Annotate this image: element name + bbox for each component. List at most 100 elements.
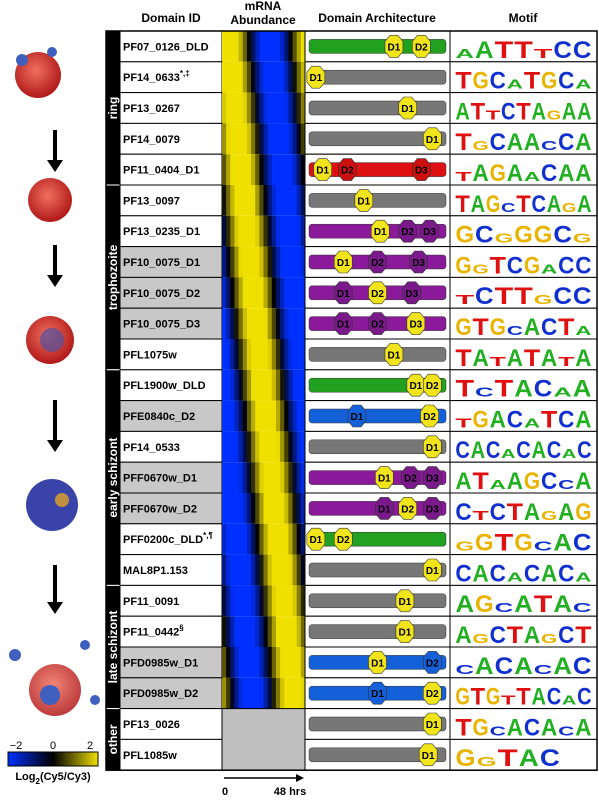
- heat-cell: [275, 462, 281, 493]
- heat-cell: [300, 154, 306, 185]
- domain-label: D1: [316, 166, 329, 177]
- motif-letter: G: [547, 107, 561, 122]
- heat-cell: [292, 647, 298, 678]
- domain-bar: [308, 193, 447, 208]
- id-cell: [119, 738, 223, 771]
- domain-bar: [308, 100, 447, 116]
- heat-cell: [267, 308, 273, 339]
- heat-cell: [222, 554, 227, 586]
- domain: [375, 466, 394, 489]
- heat-cell: [280, 369, 285, 401]
- motif-letter: C: [516, 437, 530, 464]
- heat-cell: [292, 215, 298, 247]
- heat-cell: [234, 339, 240, 370]
- motif-letter: A: [501, 446, 516, 461]
- heat-cell: [230, 246, 235, 278]
- heat-cell: [292, 400, 298, 432]
- heat-cell: [226, 246, 231, 278]
- heat-cell: [246, 92, 252, 124]
- heat-cell: [296, 92, 302, 124]
- domain-label: D1: [388, 350, 401, 361]
- domain-id: PF11_0091: [123, 596, 179, 608]
- heat-cell: [259, 31, 264, 62]
- domain-id-text: PFF0670w_D2: [123, 503, 197, 515]
- heat-cell: [238, 154, 244, 185]
- heat-cell: [267, 677, 273, 709]
- motif-letter: T: [486, 107, 501, 122]
- heat-cell: [271, 61, 277, 93]
- heat-cell: [234, 92, 240, 124]
- motif-letter: A: [531, 437, 545, 464]
- heat-cell: [246, 647, 252, 678]
- motif-cell: [449, 738, 598, 771]
- domain-id: PF10_0075_D3: [123, 319, 200, 331]
- heat-cell: [226, 585, 231, 617]
- heat-cell: [292, 277, 298, 309]
- heat-cell: [288, 185, 294, 216]
- heat-cell: [259, 647, 264, 678]
- heat-cell: [271, 123, 277, 155]
- heat-cell: [234, 215, 240, 247]
- heat-cell: [288, 154, 294, 185]
- domain-label: D2: [423, 412, 436, 423]
- motif-letter: C: [573, 653, 592, 680]
- domain: [406, 312, 426, 335]
- motif-letter: A: [541, 261, 558, 276]
- motif-letter: T: [471, 98, 486, 125]
- motif-letter: G: [524, 252, 540, 279]
- heat-cell: [296, 523, 302, 555]
- domain-label: D3: [405, 289, 418, 300]
- heat-cell: [259, 554, 264, 586]
- motif-letter: A: [507, 345, 523, 372]
- heat-cell: [242, 246, 248, 278]
- heat-cell: [246, 400, 252, 432]
- domain-label: D1: [309, 535, 322, 546]
- heat-cell: [292, 462, 298, 493]
- motif-letter: T: [495, 283, 514, 310]
- heat-cell: [280, 277, 285, 309]
- heat-cell: [234, 123, 240, 155]
- heat-cell: [300, 585, 306, 617]
- heat-cell: [292, 339, 298, 370]
- heat-cell: [296, 154, 302, 185]
- domain-id: PF07_0126_DLD: [123, 41, 209, 53]
- heat-cell: [238, 647, 244, 678]
- motif-cell: [449, 122, 598, 155]
- motif-letter: A: [514, 376, 533, 403]
- heat-cell: [275, 616, 281, 647]
- heat-cell: [230, 215, 235, 247]
- heat-cell: [222, 647, 227, 678]
- motif-letter: A: [475, 653, 494, 680]
- domain-label: D1: [371, 689, 384, 700]
- heat-cell: [251, 154, 256, 185]
- heat-cell: [267, 585, 273, 617]
- motif-letter: T: [455, 415, 471, 430]
- heat-cell: [280, 585, 285, 617]
- heat-cell: [230, 92, 235, 124]
- heat-cell: [284, 154, 289, 185]
- motif-letter: C: [558, 129, 574, 156]
- header-mrna: mRNA: [245, 0, 282, 13]
- heat-cell: [246, 339, 252, 370]
- heat-cell: [300, 369, 306, 401]
- domain: [333, 312, 353, 335]
- motif-letter: C: [507, 406, 523, 433]
- heat-cell: [275, 339, 281, 370]
- motif-letter: C: [558, 252, 574, 279]
- motif-letter: G: [562, 200, 576, 215]
- domain-id: PF10_0075_D1: [123, 257, 200, 269]
- header: Domain ID mRNA Abundance Domain Architec…: [141, 0, 538, 27]
- heat-cell: [267, 215, 273, 247]
- heat-cell: [226, 154, 231, 185]
- heat-cell: [230, 123, 235, 155]
- heat-cell: [284, 339, 289, 370]
- heat-cell: [242, 339, 248, 370]
- domain: [395, 589, 415, 613]
- domain-bar: [308, 747, 447, 763]
- heat-cell: [255, 308, 260, 339]
- domain-id: PFF0200c_DLD*,¶: [123, 531, 213, 546]
- motif-letter: A: [455, 591, 474, 618]
- heat-cell: [263, 493, 269, 524]
- motif-letter: A: [507, 77, 524, 92]
- heat-cell: [280, 431, 285, 463]
